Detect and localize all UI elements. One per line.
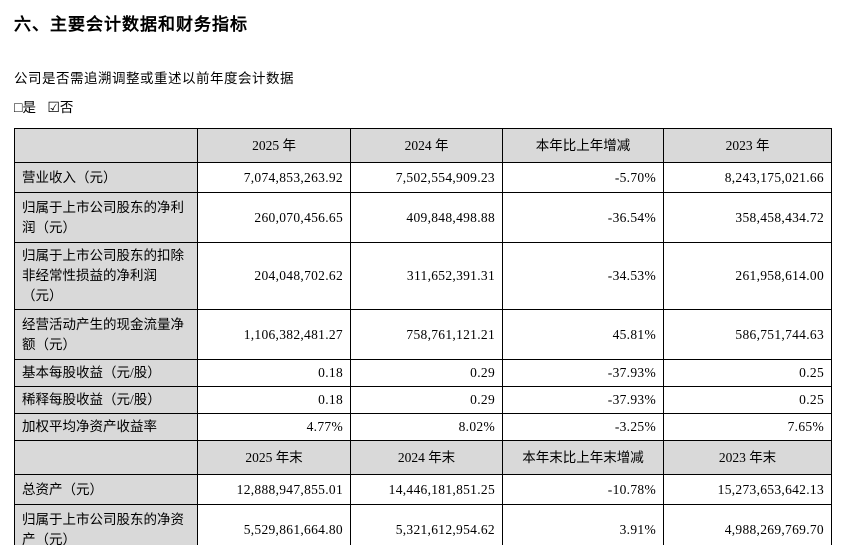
- value-change: 45.81%: [502, 309, 664, 360]
- header-2024: 2024 年: [350, 128, 503, 163]
- header-yearend-change: 本年末比上年末增减: [502, 440, 664, 475]
- table-row-net-assets: 归属于上市公司股东的净资产（元） 5,529,861,664.80 5,321,…: [14, 504, 832, 545]
- value-2023: 4,988,269,769.70: [663, 504, 832, 545]
- value-change: -37.93%: [502, 359, 664, 387]
- table-header-annual: 2025 年 2024 年 本年比上年增减 2023 年: [14, 128, 832, 163]
- table-row-operating-cash-flow: 经营活动产生的现金流量净额（元） 1,106,382,481.27 758,76…: [14, 309, 832, 360]
- row-label: 总资产（元）: [14, 474, 198, 505]
- row-label: 加权平均净资产收益率: [14, 413, 198, 441]
- value-2024: 758,761,121.21: [350, 309, 503, 360]
- checkbox-line: □是 ☑否: [14, 96, 831, 117]
- value-2023: 0.25: [663, 386, 832, 414]
- value-change: -34.53%: [502, 242, 664, 310]
- restatement-question: 公司是否需追溯调整或重述以前年度会计数据: [14, 71, 294, 86]
- header-empty-cell: [14, 128, 198, 163]
- row-label: 稀释每股收益（元/股）: [14, 386, 198, 414]
- table-row-net-profit-excl-nonrecurring: 归属于上市公司股东的扣除非经常性损益的净利润（元） 204,048,702.62…: [14, 242, 832, 310]
- checkbox-option-no: ☑否: [47, 100, 74, 116]
- table-row-total-assets: 总资产（元） 12,888,947,855.01 14,446,181,851.…: [14, 474, 832, 505]
- value-2025: 0.18: [197, 359, 351, 387]
- value-change: -5.70%: [502, 162, 664, 193]
- value-2023: 261,958,614.00: [663, 242, 832, 310]
- value-2025: 260,070,456.65: [197, 192, 351, 243]
- row-label: 基本每股收益（元/股）: [14, 359, 198, 387]
- value-2025: 204,048,702.62: [197, 242, 351, 310]
- value-2024: 0.29: [350, 359, 503, 387]
- row-label: 营业收入（元）: [14, 162, 198, 193]
- value-2024: 7,502,554,909.23: [350, 162, 503, 193]
- value-change: -36.54%: [502, 192, 664, 243]
- financial-indicators-table: 2025 年 2024 年 本年比上年增减 2023 年 营业收入（元） 7,0…: [14, 128, 832, 545]
- value-2024: 311,652,391.31: [350, 242, 503, 310]
- table-row-weighted-avg-roe: 加权平均净资产收益率 4.77% 8.02% -3.25% 7.65%: [14, 413, 832, 441]
- section-title: 六、主要会计数据和财务指标: [14, 15, 248, 34]
- value-2025: 12,888,947,855.01: [197, 474, 351, 505]
- value-2023: 358,458,434.72: [663, 192, 832, 243]
- value-2024: 8.02%: [350, 413, 503, 441]
- checkbox-option-yes: □是: [14, 100, 36, 116]
- row-label: 归属于上市公司股东的净资产（元）: [14, 504, 198, 545]
- checkbox-yes-label: 是: [22, 100, 36, 115]
- value-2023: 15,273,653,642.13: [663, 474, 832, 505]
- value-2025: 7,074,853,263.92: [197, 162, 351, 193]
- value-2025: 4.77%: [197, 413, 351, 441]
- table-row-basic-eps: 基本每股收益（元/股） 0.18 0.29 -37.93% 0.25: [14, 359, 832, 387]
- header-yoy-change: 本年比上年增减: [502, 128, 664, 163]
- value-2023: 8,243,175,021.66: [663, 162, 832, 193]
- value-2023: 586,751,744.63: [663, 309, 832, 360]
- value-2024: 14,446,181,851.25: [350, 474, 503, 505]
- value-change: -10.78%: [502, 474, 664, 505]
- table-row-net-profit: 归属于上市公司股东的净利润（元） 260,070,456.65 409,848,…: [14, 192, 832, 243]
- value-2024: 0.29: [350, 386, 503, 414]
- value-change: 3.91%: [502, 504, 664, 545]
- value-2024: 409,848,498.88: [350, 192, 503, 243]
- checkbox-checked-icon: ☑: [47, 101, 60, 116]
- value-2025: 1,106,382,481.27: [197, 309, 351, 360]
- row-label: 归属于上市公司股东的扣除非经常性损益的净利润（元）: [14, 242, 198, 310]
- row-label: 归属于上市公司股东的净利润（元）: [14, 192, 198, 243]
- value-2025: 5,529,861,664.80: [197, 504, 351, 545]
- table-row-revenue: 营业收入（元） 7,074,853,263.92 7,502,554,909.2…: [14, 162, 832, 193]
- header-2023: 2023 年: [663, 128, 832, 163]
- row-label: 经营活动产生的现金流量净额（元）: [14, 309, 198, 360]
- header-2023-end: 2023 年末: [663, 440, 832, 475]
- checkbox-no-label: 否: [59, 100, 74, 115]
- value-2024: 5,321,612,954.62: [350, 504, 503, 545]
- checkbox-unchecked-icon: □: [14, 101, 23, 116]
- value-2023: 0.25: [663, 359, 832, 387]
- value-change: -3.25%: [502, 413, 664, 441]
- header-2025-end: 2025 年末: [197, 440, 351, 475]
- table-header-yearend: 2025 年末 2024 年末 本年末比上年末增减 2023 年末: [14, 440, 832, 475]
- value-change: -37.93%: [502, 386, 664, 414]
- table-row-diluted-eps: 稀释每股收益（元/股） 0.18 0.29 -37.93% 0.25: [14, 386, 832, 414]
- header-2025: 2025 年: [197, 128, 351, 163]
- value-2023: 7.65%: [663, 413, 832, 441]
- value-2025: 0.18: [197, 386, 351, 414]
- header-empty-cell: [14, 440, 198, 475]
- header-2024-end: 2024 年末: [350, 440, 503, 475]
